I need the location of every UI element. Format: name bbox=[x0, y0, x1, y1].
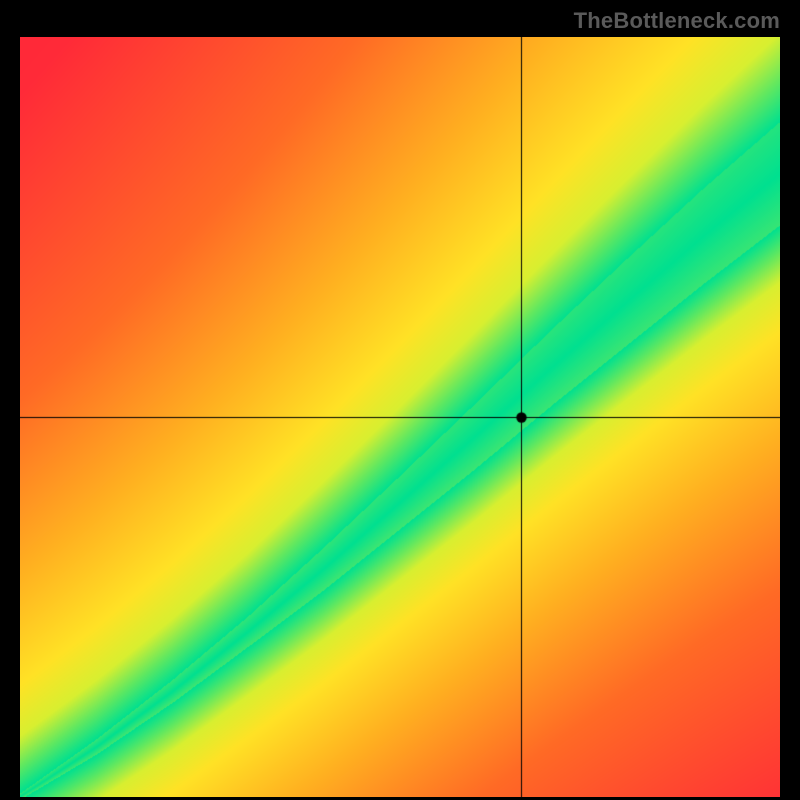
chart-container: TheBottleneck.com bbox=[0, 0, 800, 800]
watermark-text: TheBottleneck.com bbox=[574, 8, 780, 34]
bottleneck-heatmap bbox=[20, 37, 780, 797]
